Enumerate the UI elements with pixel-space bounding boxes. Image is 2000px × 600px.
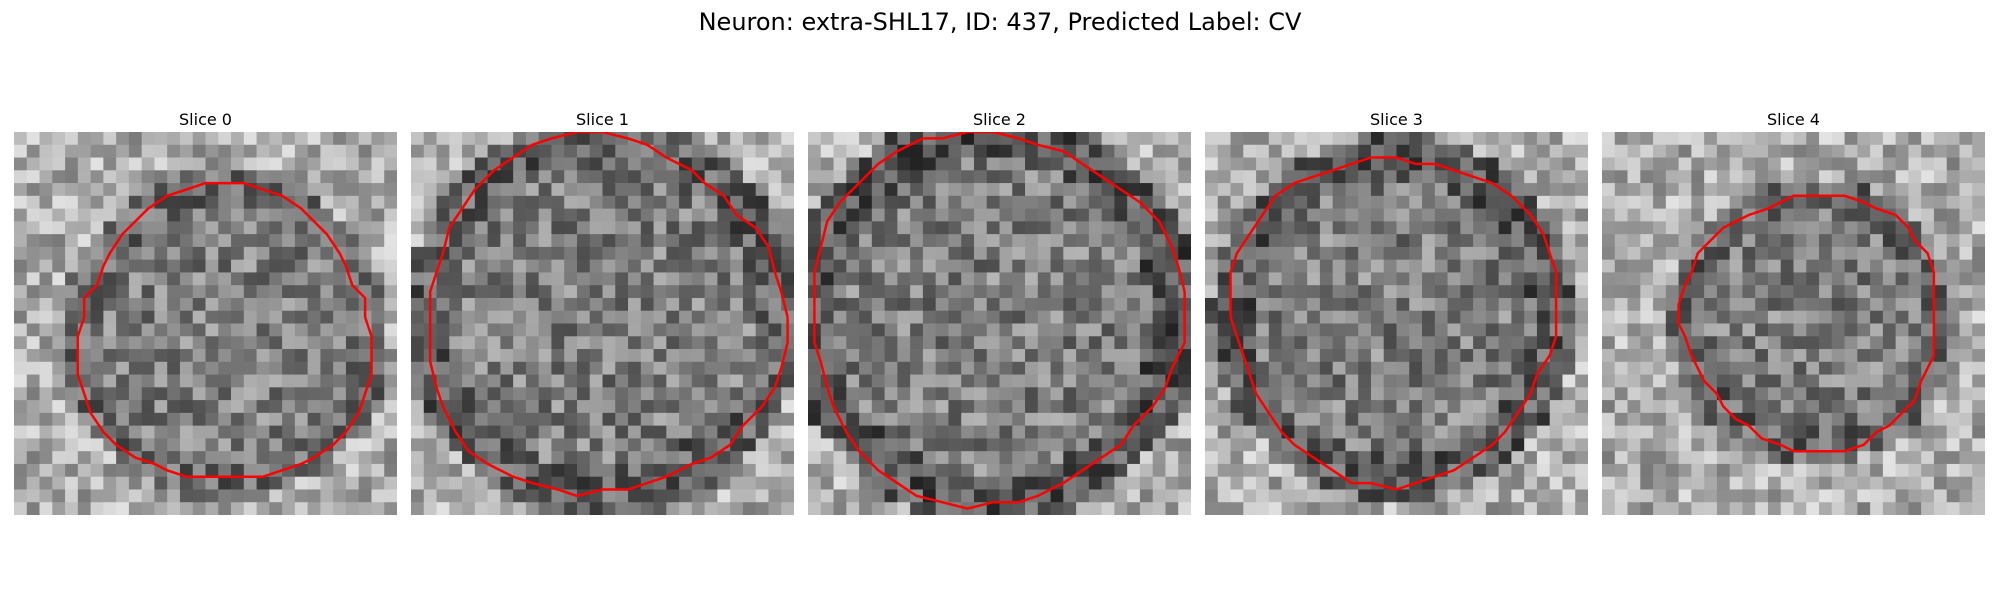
slice-panel-0: Slice 0: [14, 108, 397, 515]
segmentation-contour: [428, 132, 789, 498]
slice-title-3: Slice 3: [1370, 110, 1423, 129]
slice-title-2: Slice 2: [973, 110, 1026, 129]
slice-image-2: [808, 132, 1191, 515]
slice-panel-4: Slice 4: [1602, 108, 1985, 515]
slice-panel-2: Slice 2: [808, 108, 1191, 515]
slice-image-1: [411, 132, 794, 515]
segmentation-contour: [813, 132, 1186, 510]
slice-title-1: Slice 1: [576, 110, 629, 129]
slice-title-4: Slice 4: [1767, 110, 1820, 129]
slice-image-0: [14, 132, 397, 515]
slice-image-4: [1602, 132, 1985, 515]
figure-title: Neuron: extra-SHL17, ID: 437, Predicted …: [698, 8, 1302, 36]
slice-panel-1: Slice 1: [411, 108, 794, 515]
slice-title-0: Slice 0: [179, 110, 232, 129]
segmentation-contour: [1229, 156, 1558, 491]
segmentation-contour: [1677, 194, 1936, 453]
slice-panel-3: Slice 3: [1205, 108, 1588, 515]
segmentation-contour: [76, 181, 373, 478]
slice-image-3: [1205, 132, 1588, 515]
